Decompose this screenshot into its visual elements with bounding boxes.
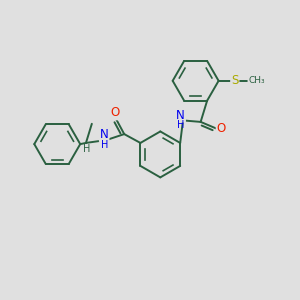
- Text: H: H: [177, 120, 184, 130]
- Text: H: H: [101, 140, 109, 150]
- Text: N: N: [100, 128, 109, 141]
- Text: S: S: [231, 74, 238, 87]
- Text: CH₃: CH₃: [248, 76, 265, 85]
- Text: O: O: [111, 106, 120, 119]
- Text: O: O: [217, 122, 226, 136]
- Text: N: N: [176, 109, 185, 122]
- Text: H: H: [83, 144, 91, 154]
